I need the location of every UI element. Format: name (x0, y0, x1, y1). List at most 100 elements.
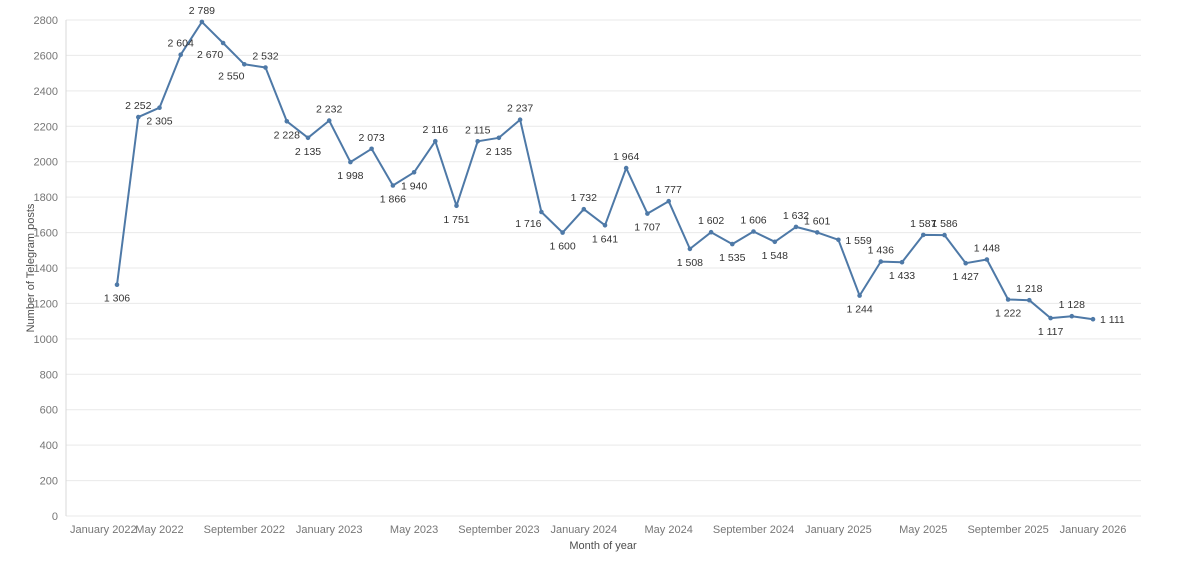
data-point-label: 1 306 (104, 293, 130, 305)
data-point-marker[interactable] (666, 198, 671, 204)
data-point-marker[interactable] (645, 211, 650, 216)
y-axis-tick-label: 1000 (34, 334, 58, 346)
data-point-marker[interactable] (730, 241, 735, 247)
data-point-marker[interactable] (199, 19, 205, 25)
data-point-label: 1 427 (953, 271, 979, 283)
y-axis-tick-label: 1200 (34, 298, 58, 310)
data-point-label: 1 601 (804, 215, 830, 227)
data-point-marker[interactable] (284, 119, 290, 124)
data-point-marker[interactable] (687, 246, 693, 252)
data-point-label: 1 448 (974, 243, 1000, 255)
data-point-label: 1 586 (931, 218, 957, 230)
x-axis-tick-label: January 2024 (550, 524, 617, 536)
data-point-label: 2 135 (486, 146, 512, 158)
data-point-marker[interactable] (793, 224, 799, 230)
data-point-marker[interactable] (814, 230, 820, 235)
y-axis-tick-label: 1800 (34, 192, 58, 204)
x-axis-tick-label: May 2023 (390, 524, 438, 536)
data-point-label: 2 532 (252, 51, 278, 63)
data-point-marker[interactable] (433, 138, 438, 144)
data-point-marker[interactable] (560, 230, 565, 235)
data-point-label: 1 535 (719, 252, 745, 264)
x-axis-tick-label: May 2022 (135, 524, 183, 536)
data-point-marker[interactable] (708, 229, 714, 235)
data-point-marker[interactable] (496, 135, 502, 141)
data-point-label: 2 252 (125, 100, 151, 112)
data-point-marker[interactable] (178, 52, 183, 57)
data-point-marker[interactable] (836, 237, 841, 243)
data-point-marker[interactable] (114, 282, 120, 288)
data-point-marker[interactable] (1027, 297, 1032, 303)
data-point-label: 1 641 (592, 233, 618, 245)
data-point-label: 2 073 (358, 132, 384, 144)
data-point-marker[interactable] (326, 118, 332, 123)
data-point-label: 1 508 (677, 257, 703, 269)
data-point-marker[interactable] (1069, 313, 1075, 319)
data-point-marker[interactable] (369, 146, 374, 152)
data-point-label: 1 940 (401, 180, 427, 192)
y-axis-title: Number of Telegram posts (25, 203, 37, 333)
data-point-marker[interactable] (348, 159, 353, 165)
y-axis-tick-label: 600 (40, 405, 58, 417)
data-point-marker[interactable] (942, 232, 947, 238)
y-axis-tick-label: 400 (40, 440, 58, 452)
data-point-marker[interactable] (984, 257, 990, 262)
data-point-marker[interactable] (1090, 316, 1096, 322)
data-point-label: 1 548 (762, 250, 788, 262)
data-point-marker[interactable] (878, 259, 884, 264)
data-point-label: 1 751 (443, 214, 469, 226)
data-point-marker[interactable] (454, 203, 459, 209)
data-point-label: 1 716 (515, 218, 541, 230)
data-point-label: 1 433 (889, 270, 915, 282)
data-point-label: 2 789 (189, 5, 215, 17)
data-point-marker[interactable] (1048, 315, 1053, 321)
y-axis-tick-label: 2600 (34, 50, 58, 62)
data-point-label: 1 117 (1038, 326, 1064, 338)
data-point-label: 1 866 (380, 194, 406, 206)
data-point-label: 2 237 (507, 103, 533, 115)
data-point-marker[interactable] (136, 114, 141, 120)
data-point-marker[interactable] (539, 209, 544, 215)
data-point-marker[interactable] (517, 117, 523, 122)
data-point-label: 1 218 (1016, 283, 1042, 295)
data-point-marker[interactable] (751, 229, 756, 234)
data-point-marker[interactable] (772, 239, 778, 245)
data-point-marker[interactable] (242, 62, 247, 67)
data-point-marker[interactable] (623, 165, 629, 171)
data-point-marker[interactable] (390, 183, 396, 188)
data-point-label: 1 128 (1059, 299, 1085, 311)
x-axis-tick-label: January 2025 (805, 524, 872, 536)
data-point-marker[interactable] (475, 139, 481, 144)
x-axis-tick-label: September 2023 (458, 524, 539, 536)
x-axis-tick-label: September 2022 (204, 524, 285, 536)
data-point-label: 1 732 (571, 192, 597, 204)
data-point-marker[interactable] (921, 232, 926, 238)
data-point-label: 1 602 (698, 215, 724, 227)
data-point-label: 1 777 (656, 184, 682, 196)
data-point-marker[interactable] (305, 135, 311, 141)
x-axis-title: Month of year (569, 540, 637, 552)
data-point-marker[interactable] (581, 206, 587, 212)
y-axis-tick-label: 800 (40, 369, 58, 381)
data-point-marker[interactable] (157, 105, 162, 110)
data-point-label: 1 632 (783, 210, 809, 222)
data-point-marker[interactable] (602, 223, 608, 228)
y-axis-tick-label: 2200 (34, 121, 58, 133)
data-point-marker[interactable] (1005, 297, 1011, 302)
data-point-marker[interactable] (411, 170, 417, 175)
data-point-marker[interactable] (263, 65, 268, 70)
x-axis-tick-label: January 2022 (70, 524, 137, 536)
y-axis-tick-label: 200 (40, 476, 58, 488)
data-point-label: 1 244 (846, 304, 872, 316)
data-point-label: 1 222 (995, 308, 1021, 320)
y-axis-tick-label: 2000 (34, 157, 58, 169)
data-point-label: 2 115 (465, 124, 491, 136)
data-point-marker[interactable] (857, 293, 862, 298)
data-point-marker[interactable] (899, 259, 905, 265)
data-point-marker[interactable] (220, 40, 226, 46)
data-point-label: 2 604 (168, 38, 194, 50)
x-axis-tick-label: September 2024 (713, 524, 794, 536)
data-point-marker[interactable] (963, 260, 968, 266)
